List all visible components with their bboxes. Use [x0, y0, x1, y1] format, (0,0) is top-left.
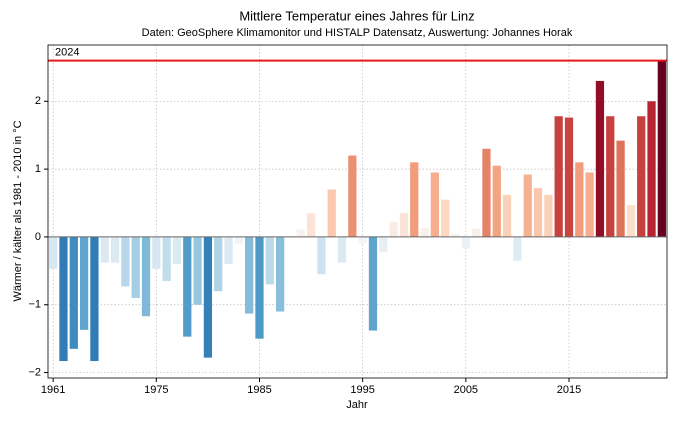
- bar: [327, 189, 336, 237]
- bar: [90, 236, 99, 362]
- y-tick-label: −2: [28, 366, 41, 378]
- bar: [172, 236, 182, 265]
- y-tick-label: 2: [35, 95, 41, 107]
- y-tick-label: 1: [35, 163, 41, 175]
- bar: [224, 236, 233, 265]
- bar: [348, 155, 357, 237]
- bar: [214, 236, 223, 292]
- bar: [317, 236, 326, 275]
- bar: [245, 236, 254, 314]
- bar: [657, 60, 666, 237]
- bar: [472, 228, 481, 237]
- bar: [121, 236, 130, 287]
- x-tick-label: 1975: [144, 384, 168, 396]
- bar: [513, 236, 522, 261]
- bar: [183, 236, 192, 337]
- bar: [193, 236, 202, 305]
- bar: [523, 174, 532, 237]
- bar: [255, 236, 264, 339]
- bar: [430, 172, 440, 237]
- x-tick-label: 1961: [41, 384, 65, 396]
- bar: [647, 101, 656, 237]
- bar: [585, 172, 594, 237]
- bar: [461, 236, 470, 249]
- bar: [441, 199, 450, 237]
- y-tick-label: −1: [28, 299, 41, 311]
- bar: [368, 236, 378, 331]
- bar: [564, 117, 574, 237]
- bar: [286, 235, 295, 237]
- bar: [533, 188, 543, 237]
- bar: [131, 236, 140, 298]
- bar: [358, 236, 367, 244]
- y-axis-label: Wärmer / kälter als 1981 - 2010 in °C: [12, 120, 24, 301]
- chart-title: Mittlere Temperatur eines Jahres für Lin…: [239, 8, 474, 23]
- bar: [296, 229, 305, 237]
- bar: [69, 236, 78, 349]
- bar: [482, 148, 491, 237]
- x-tick-label: 2005: [454, 384, 478, 396]
- reference-label: 2024: [55, 47, 79, 59]
- bar: [79, 236, 89, 330]
- bar: [420, 228, 429, 237]
- x-tick-label: 1985: [247, 384, 271, 396]
- bar: [492, 165, 501, 237]
- bar: [575, 162, 584, 237]
- bar: [275, 236, 285, 312]
- bar: [399, 213, 409, 237]
- bar: [544, 194, 553, 237]
- bar: [100, 236, 109, 263]
- bar: [49, 236, 58, 269]
- bar: [637, 116, 646, 237]
- bar: [410, 162, 419, 237]
- bar: [451, 233, 460, 237]
- bar: [554, 116, 563, 237]
- bar: [203, 236, 213, 358]
- x-tick-label: 2015: [557, 384, 581, 396]
- bar: [306, 213, 316, 237]
- bar: [265, 236, 274, 285]
- y-tick-label: 0: [35, 231, 41, 243]
- bar: [337, 236, 347, 263]
- x-tick-label: 1995: [350, 384, 374, 396]
- bar: [379, 236, 388, 252]
- bar: [606, 116, 615, 237]
- bar: [234, 236, 243, 244]
- chart-subtitle: Daten: GeoSphere Klimamonitor und HISTAL…: [142, 27, 573, 39]
- bar: [152, 236, 161, 269]
- bar: [141, 236, 151, 317]
- bar: [502, 194, 512, 237]
- plot-frame: [47, 44, 668, 379]
- bar: [626, 205, 636, 237]
- bar: [616, 140, 625, 237]
- x-axis-label: Jahr: [346, 399, 368, 411]
- bar: [389, 222, 398, 237]
- bar: [162, 236, 171, 282]
- bar: [595, 80, 605, 237]
- bar: [110, 236, 120, 263]
- bar: [59, 236, 68, 362]
